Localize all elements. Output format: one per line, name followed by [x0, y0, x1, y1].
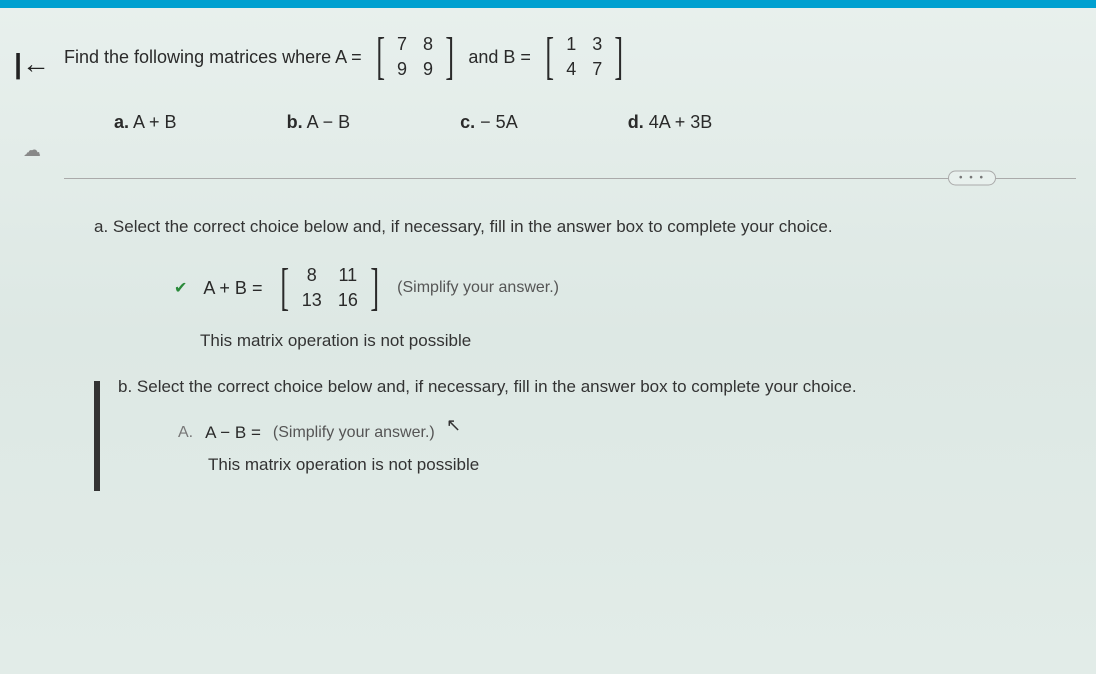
part-a-result-label: A + B =	[203, 278, 262, 299]
part-b-not-possible[interactable]: This matrix operation is not possible	[118, 455, 1076, 475]
matrix-b: [ 13 47 ]	[541, 32, 628, 82]
cloud-icon: ☁	[23, 140, 41, 161]
part-b-result-label: A − B =	[205, 423, 261, 443]
problem-prompt: Find the following matrices where A = [ …	[64, 32, 1076, 82]
part-b-choice-row[interactable]: A. A − B = (Simplify your answer.) ↖	[178, 423, 1076, 443]
back-button[interactable]: |←	[14, 48, 50, 80]
text-cursor	[94, 381, 100, 491]
choice-a-label: A.	[178, 424, 193, 442]
options-row: a. A + B b. A − B c. − 5A d. 4A + 3B	[64, 112, 1076, 133]
part-a-not-possible[interactable]: This matrix operation is not possible	[94, 331, 1076, 351]
part-a-simplify: (Simplify your answer.)	[397, 279, 559, 297]
cursor-pointer-icon: ↖	[446, 415, 461, 436]
prompt-lead: Find the following matrices where A =	[64, 47, 362, 68]
check-icon: ✔	[174, 278, 187, 298]
part-a-answer-row: ✔ A + B = [ 811 1316 ] (Simplify your an…	[94, 263, 1076, 313]
expand-dots[interactable]: • • •	[948, 171, 996, 186]
option-c: c. − 5A	[460, 112, 518, 133]
prompt-and: and B =	[468, 47, 531, 68]
left-column: |← ☁	[0, 8, 64, 674]
part-a-section: a. Select the correct choice below and, …	[64, 217, 1076, 351]
main-container: |← ☁ Find the following matrices where A…	[0, 8, 1096, 674]
back-icon: |←	[14, 48, 50, 79]
part-b-instruction: b. Select the correct choice below and, …	[118, 377, 1076, 397]
main-content: Find the following matrices where A = [ …	[64, 8, 1096, 674]
option-b: b. A − B	[287, 112, 351, 133]
option-a: a. A + B	[114, 112, 177, 133]
part-a-result-matrix: [ 811 1316 ]	[276, 263, 383, 313]
section-divider: • • •	[64, 163, 1076, 193]
part-a-instruction: a. Select the correct choice below and, …	[94, 217, 1076, 237]
matrix-a: [ 78 99 ]	[372, 32, 459, 82]
option-d: d. 4A + 3B	[628, 112, 713, 133]
part-b-simplify: (Simplify your answer.)	[273, 424, 435, 442]
top-bar	[0, 0, 1096, 8]
part-b-section: b. Select the correct choice below and, …	[64, 377, 1076, 491]
